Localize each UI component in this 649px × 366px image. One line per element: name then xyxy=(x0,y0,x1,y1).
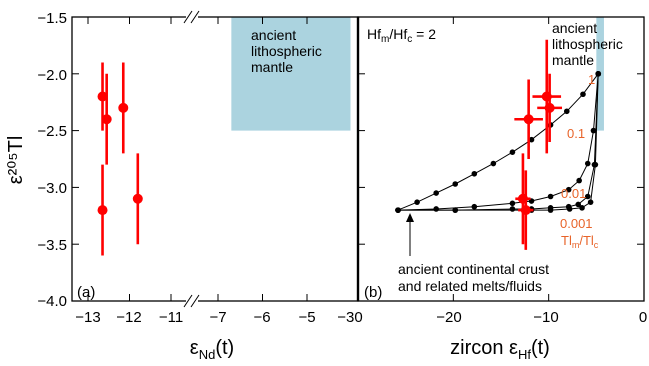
mixing-curve-point xyxy=(414,199,420,205)
mixing-curve-point xyxy=(576,178,582,184)
mixing-curve-point xyxy=(510,149,516,155)
curve-label: 0.1 xyxy=(567,126,585,141)
panel-label-a: (a) xyxy=(77,284,95,301)
y-tick-label: −2.5 xyxy=(37,123,67,140)
mixing-curve-point xyxy=(548,194,554,200)
y-tick-label: −4.0 xyxy=(37,293,67,310)
hf-ratio-annotation: Hfm/Hfc = 2 xyxy=(367,26,436,45)
mixing-curve-point xyxy=(580,91,586,97)
mixing-curve-point xyxy=(491,161,497,167)
axis-break-bottom xyxy=(184,295,199,307)
mixing-curve-point xyxy=(510,201,516,207)
panel-a-data-point xyxy=(118,103,128,113)
mixing-curve-point xyxy=(567,206,573,212)
panel-b-data-point xyxy=(545,103,555,113)
panel-a-data-point xyxy=(133,194,143,204)
panel-b-data xyxy=(514,40,562,250)
x-tick-label-a: −7 xyxy=(209,309,226,326)
y-tick-label: −2.0 xyxy=(37,67,67,84)
mixing-curve-point xyxy=(433,206,439,212)
tl-ratio-label: Tlm/Tlc xyxy=(561,233,599,250)
crust-label: ancient continental crust and related mel… xyxy=(398,261,549,294)
mixing-curve-point xyxy=(472,171,478,177)
mixing-curve-point xyxy=(579,205,585,211)
curve-label: 0.01 xyxy=(561,186,586,201)
panel-a-data xyxy=(98,62,143,255)
mixing-curve-point xyxy=(595,71,601,77)
x-tick-label-b: −30 xyxy=(337,309,362,326)
y-axis-title: ε²⁰⁵Tl xyxy=(5,136,27,185)
x-tick-label-a: −6 xyxy=(253,309,270,326)
y-tick-label: −1.5 xyxy=(37,10,67,27)
panel-a-data-point xyxy=(98,205,108,215)
mixing-curve-point xyxy=(593,162,599,168)
mixing-curve-point xyxy=(588,199,594,205)
x-tick-label-b: −10 xyxy=(533,309,558,326)
x-tick-label-b: 0 xyxy=(639,309,647,326)
region-label-b: ancient lithospheric mantle xyxy=(552,20,623,68)
x-tick-label-a: −11 xyxy=(159,309,183,326)
mixing-curve-point xyxy=(472,204,478,210)
axis-break-top xyxy=(184,11,199,23)
panel-b-data-point xyxy=(524,114,534,124)
mixing-curve-point xyxy=(452,181,458,187)
mixing-curve-point xyxy=(433,190,439,196)
x-tick-label-b: −20 xyxy=(436,309,461,326)
crust-arrow xyxy=(406,213,414,256)
y-tick-label: −3.0 xyxy=(37,180,67,197)
panel-a-data-point xyxy=(102,114,112,124)
x-axis-title-b: zircon εHf(t) xyxy=(450,337,550,362)
curve-label: 0.001 xyxy=(560,216,593,231)
panel-b-data-point xyxy=(521,205,531,215)
x-tick-label-a: −12 xyxy=(116,309,141,326)
mixing-curve-point xyxy=(548,207,554,213)
mixing-curve-point xyxy=(585,161,591,167)
curve-label: 1 xyxy=(588,72,595,87)
mixing-curve-point xyxy=(510,206,516,212)
mixing-curve-point xyxy=(564,108,570,114)
mixing-curve-point xyxy=(395,207,401,213)
y-tick-label: −3.5 xyxy=(37,237,67,254)
panel-label-b: (b) xyxy=(364,284,382,301)
x-tick-label-a: −5 xyxy=(298,309,315,326)
x-axis-title-a: εNd(t) xyxy=(190,337,234,362)
x-tick-label-a: −13 xyxy=(75,309,100,326)
mixing-curve-point xyxy=(452,207,458,213)
